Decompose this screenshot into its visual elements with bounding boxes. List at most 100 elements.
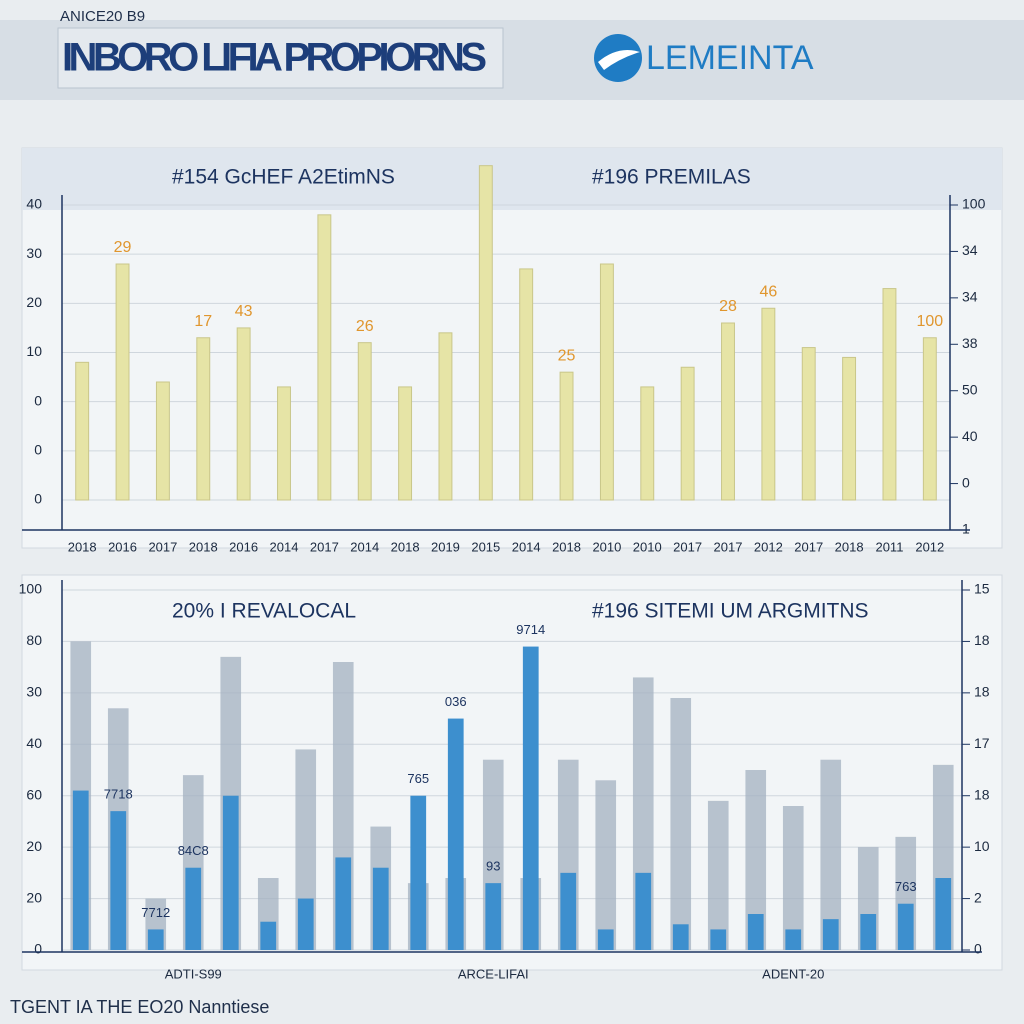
page-title: INBORO LIFIA PROPIORNS: [62, 36, 487, 80]
y2-tick-label: 15: [974, 581, 990, 597]
x-tick-label: 2017: [714, 539, 743, 554]
y2-tick-label: 1: [962, 521, 970, 537]
y-tick-label: 30: [26, 684, 42, 700]
bar: [236, 327, 251, 501]
annotation: 29: [114, 239, 132, 256]
x-tick-label: 2014: [512, 539, 541, 554]
bar: [447, 718, 464, 950]
bar: [185, 867, 202, 950]
y2-tick-label: 18: [974, 632, 990, 648]
bar: [635, 872, 652, 950]
y2-tick-label: 17: [974, 735, 990, 751]
annotation: 25: [558, 347, 576, 364]
bar: [260, 921, 277, 950]
bar: [297, 898, 314, 950]
bar: [782, 806, 804, 950]
x-tick-label: 2014: [350, 539, 379, 554]
bar: [761, 307, 776, 501]
y-tick-label: 80: [26, 632, 42, 648]
y2-tick-label: 2: [974, 889, 982, 905]
bar: [860, 914, 877, 950]
x-tick-label: 2018: [68, 539, 97, 554]
bar: [277, 386, 291, 501]
bar: [785, 929, 802, 950]
x-tick-label: 2018: [552, 539, 581, 554]
x-tick-label: 2012: [754, 539, 783, 554]
bar: [922, 337, 937, 501]
title-box: [57, 27, 504, 89]
bar: [842, 356, 857, 501]
y2-tick-label: 38: [962, 335, 978, 351]
y2-tick-label: 18: [974, 684, 990, 700]
bar: [317, 214, 332, 501]
y2-tick-label: 0: [974, 941, 982, 957]
y-tick-label: 0: [34, 941, 42, 957]
y2-tick-label: 100: [962, 196, 986, 212]
y-tick-label: 0: [34, 442, 42, 458]
kicker: ANICE20 B9: [60, 8, 145, 25]
bar: [882, 288, 897, 501]
chart-subtitle: #196 PREMILAS: [592, 166, 751, 189]
logo-swoosh: [598, 49, 640, 70]
y-tick-label: 10: [26, 343, 42, 359]
x-tick-label: ADTI-S99: [165, 966, 222, 981]
bar: [398, 386, 413, 501]
bar: [559, 371, 574, 501]
y2-tick-label: 34: [962, 289, 978, 305]
chart-title: #154 GcHEF A2EtimNS: [172, 166, 395, 189]
top-panel-band: [22, 148, 1002, 210]
x-tick-label: 2018: [189, 539, 218, 554]
y-tick-label: 0: [34, 491, 42, 507]
bar: [522, 646, 539, 950]
bar: [155, 381, 170, 501]
chart-subtitle: #196 SITEMI UM ARGMITNS: [592, 600, 869, 623]
bar: [801, 347, 816, 501]
annotation: 9714: [516, 622, 545, 637]
annotation: 28: [719, 298, 737, 315]
x-tick-label: ADENT-20: [762, 966, 824, 981]
y2-tick-label: 40: [962, 428, 978, 444]
bar: [670, 698, 692, 950]
bar: [478, 165, 493, 501]
x-tick-label: 2015: [471, 539, 500, 554]
annotation: 765: [407, 771, 429, 786]
bar: [438, 332, 453, 501]
chart-title: 20% I REVALOCAL: [172, 600, 356, 623]
y-tick-label: 100: [19, 581, 43, 597]
y2-tick-label: 34: [962, 242, 978, 258]
x-tick-label: 2017: [148, 539, 177, 554]
x-tick-label: 2018: [391, 539, 420, 554]
bar: [222, 795, 239, 950]
bar: [599, 263, 614, 501]
bar: [721, 322, 735, 501]
bar: [747, 914, 764, 950]
x-tick-label: 2012: [915, 539, 944, 554]
bar: [147, 929, 164, 950]
bar: [595, 780, 617, 950]
bar: [196, 337, 211, 501]
x-tick-label: 2016: [229, 539, 258, 554]
x-tick-label: ARCE-LIFAI: [458, 966, 529, 981]
bar: [640, 386, 655, 501]
x-tick-label: 2010: [633, 539, 662, 554]
bar: [672, 924, 689, 950]
y-tick-label: 30: [26, 245, 42, 261]
y-tick-label: 20: [26, 838, 42, 854]
annotation: 93: [486, 859, 500, 874]
bar: [822, 919, 839, 950]
bar: [680, 366, 695, 501]
y-tick-label: 0: [34, 392, 42, 408]
annotation: 7718: [104, 787, 133, 802]
logo-text: LEMEINTA: [646, 39, 814, 77]
y2-tick-label: 18: [974, 786, 990, 802]
x-tick-label: 2010: [592, 539, 621, 554]
annotation: 100: [916, 313, 943, 330]
x-tick-label: 2019: [431, 539, 460, 554]
annotation: 84C8: [178, 843, 209, 858]
x-tick-label: 2011: [875, 539, 903, 554]
bar: [707, 800, 729, 950]
x-tick-label: 2014: [270, 539, 299, 554]
annotation: 17: [194, 313, 212, 330]
bar: [820, 759, 842, 950]
annotation: 43: [235, 303, 253, 320]
